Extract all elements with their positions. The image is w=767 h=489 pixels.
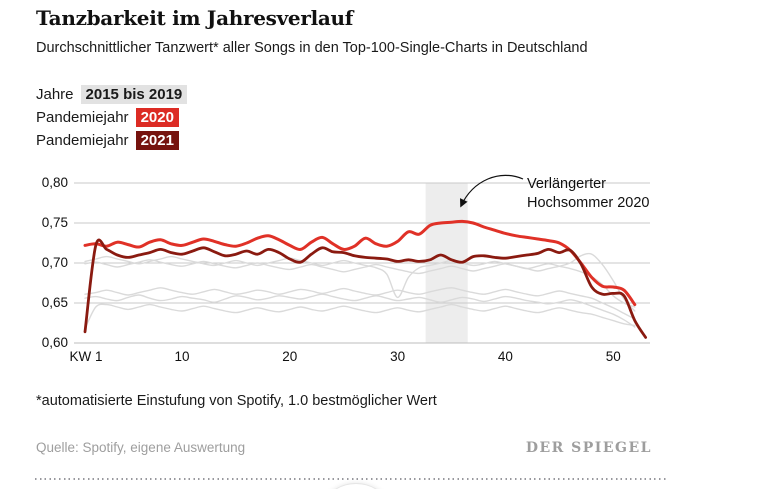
annotation-line1: Verlängerter [527, 176, 606, 192]
annotation-hochsommer: Verlängerter Hochsommer 2020 [527, 175, 650, 213]
legend: Jahre 2015 bis 2019 Pandemiejahr 2020 Pa… [36, 85, 188, 154]
page-title: Tanzbarkeit im Jahresverlauf [36, 6, 354, 30]
y-axis-label: 0,70 [41, 255, 68, 270]
dotted-divider [35, 478, 667, 480]
legend-label: Pandemiejahr [36, 109, 129, 126]
legend-chip-2021: 2021 [135, 131, 179, 150]
line-2021 [83, 238, 647, 339]
legend-row-2021: Pandemiejahr 2021 [36, 131, 187, 150]
annotation-arrow-icon [460, 174, 524, 208]
line-2016 [84, 303, 636, 330]
legend-row-2020: Pandemiejahr 2020 [36, 108, 187, 127]
chart-subtitle: Durchschnittlicher Tanzwert* aller Songs… [36, 40, 588, 56]
y-axis-label: 0,60 [41, 335, 68, 350]
legend-row-2015-2019: Jahre 2015 bis 2019 [36, 85, 188, 104]
y-axis-label: 0,65 [41, 295, 68, 310]
legend-label: Jahre [36, 86, 74, 103]
y-axis-label: 0,75 [41, 215, 68, 230]
y-axis-label: 0,80 [41, 175, 68, 190]
footnote: *automatisierte Einstufung von Spotify, … [36, 393, 437, 409]
source-row: Quelle: Spotify, eigene Auswertung DER S… [36, 440, 652, 456]
x-axis-label: 40 [497, 349, 513, 364]
scroll-button-partial[interactable] [317, 483, 395, 489]
x-axis-label: 20 [282, 349, 298, 364]
line-2015 [84, 293, 636, 328]
legend-chip-2015-2019: 2015 bis 2019 [80, 85, 188, 104]
highlight-band [425, 183, 468, 343]
line-2019 [84, 255, 636, 308]
source-credit: Quelle: Spotify, eigene Auswertung [36, 440, 246, 455]
annotation-line2: Hochsommer 2020 [527, 195, 650, 211]
line-2017 [84, 287, 636, 320]
x-axis-label: 30 [390, 349, 406, 364]
spiegel-logo: DER SPIEGEL [525, 440, 652, 456]
legend-label: Pandemiejahr [36, 132, 129, 149]
x-axis-label-kw1: KW 1 [69, 349, 103, 364]
x-axis-label: 50 [605, 349, 621, 364]
line-2020 [83, 219, 637, 307]
legend-chip-2020: 2020 [135, 108, 179, 127]
x-axis-label: 10 [174, 349, 190, 364]
line-2018 [84, 252, 636, 312]
